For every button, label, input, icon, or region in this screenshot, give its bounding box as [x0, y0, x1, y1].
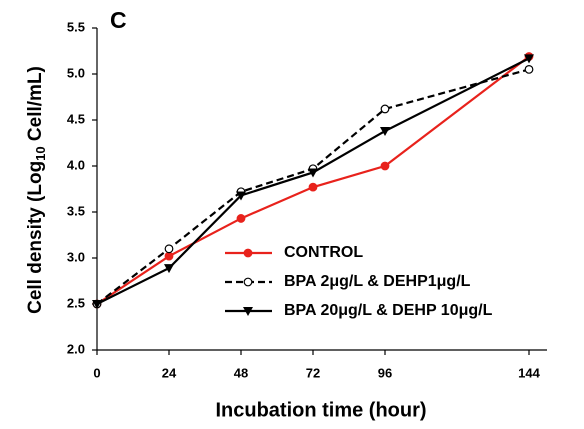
- marker: [236, 214, 246, 223]
- y-tick-label: 4.0: [67, 157, 85, 172]
- legend-label: BPA 20μg/L & DEHP 10μg/L: [284, 302, 493, 319]
- series-line: [96, 57, 530, 305]
- legend-marker: [243, 248, 253, 258]
- marker: [164, 244, 174, 254]
- y-tick-label: 2.5: [67, 295, 85, 310]
- x-tick-label: 72: [306, 365, 320, 380]
- y-axis-title-part: Cell/mL): [25, 66, 46, 146]
- x-tick-label: 144: [518, 365, 540, 380]
- panel-label: C: [110, 7, 127, 33]
- x-tick-label: 48: [234, 365, 248, 380]
- y-tick-label: 2.0: [67, 341, 85, 356]
- x-tick-label: 0: [93, 365, 100, 380]
- marker: [308, 168, 318, 178]
- y-tick-label: 5.5: [67, 19, 85, 34]
- y-axis-title: Cell density (Log10 Cell/mL): [25, 66, 48, 314]
- y-tick-label: 3.5: [67, 203, 85, 218]
- marker: [524, 64, 534, 74]
- marker: [92, 300, 102, 309]
- legend-marker: [243, 307, 253, 316]
- marker: [524, 54, 534, 64]
- y-axis-title-sub: 10: [33, 146, 48, 160]
- legend-label: BPA 2μg/L & DEHP1μg/L: [284, 273, 471, 290]
- x-tick-label: 24: [162, 365, 177, 380]
- marker: [380, 161, 390, 171]
- marker: [236, 191, 246, 201]
- y-tick-label: 3.0: [67, 249, 85, 264]
- marker: [308, 182, 318, 192]
- y-axis-title-part: Cell density (Log: [25, 161, 46, 314]
- legend-marker: [243, 277, 253, 287]
- series-line: [96, 68, 530, 305]
- series-line: [96, 55, 530, 305]
- marker: [164, 264, 174, 274]
- x-axis-title: Incubation time (hour): [215, 399, 426, 421]
- marker: [380, 127, 390, 137]
- x-tick-label: 96: [378, 365, 392, 380]
- marker: [380, 104, 390, 114]
- y-tick-label: 5.0: [67, 65, 85, 80]
- y-tick-label: 4.5: [67, 111, 85, 126]
- marker: [164, 251, 174, 261]
- legend-label: CONTROL: [284, 244, 363, 261]
